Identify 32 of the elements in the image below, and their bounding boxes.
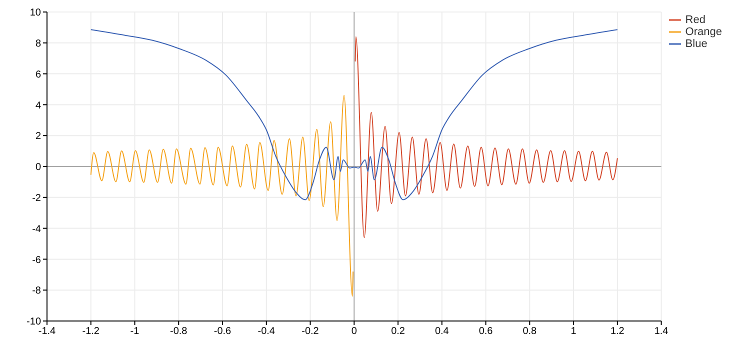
legend-label: Red bbox=[685, 14, 706, 26]
x-tick-label: -1 bbox=[130, 326, 140, 338]
x-tick-label: -0.2 bbox=[302, 326, 320, 338]
x-tick-label: 1.4 bbox=[654, 326, 669, 338]
y-tick-label: 6 bbox=[35, 69, 42, 80]
x-tick-label: 0.8 bbox=[522, 326, 538, 338]
y-tick-label: 0 bbox=[35, 162, 42, 174]
x-tick-label: -1.2 bbox=[82, 326, 100, 338]
x-tick-label: -1.4 bbox=[38, 326, 56, 338]
y-tick-label: -8 bbox=[32, 286, 42, 297]
x-tick-label: 0.4 bbox=[434, 326, 450, 338]
y-tick-label: -10 bbox=[26, 316, 42, 328]
x-tick-label: 0.2 bbox=[391, 326, 406, 338]
y-tick-label: -6 bbox=[32, 254, 42, 266]
y-tick-label: -2 bbox=[32, 192, 42, 204]
x-tick-label: 1.2 bbox=[610, 326, 625, 338]
line-series bbox=[90, 94, 354, 297]
line-series bbox=[90, 29, 618, 200]
x-tick-label: 1 bbox=[570, 326, 577, 338]
y-tick-label: -4 bbox=[32, 224, 42, 235]
legend-label: Orange bbox=[685, 26, 722, 38]
y-tick-label: 8 bbox=[35, 38, 42, 50]
y-tick-label: 2 bbox=[35, 131, 42, 142]
x-tick-label: -0.8 bbox=[170, 326, 188, 338]
y-tick-label: 4 bbox=[35, 100, 42, 112]
legend-label: Blue bbox=[685, 38, 708, 50]
line-series bbox=[354, 36, 618, 238]
y-tick-label: 10 bbox=[30, 8, 42, 19]
x-tick-label: 0 bbox=[351, 326, 358, 338]
x-tick-label: -0.6 bbox=[214, 326, 232, 338]
x-tick-label: -0.4 bbox=[258, 326, 276, 338]
x-tick-label: 0.6 bbox=[478, 326, 494, 338]
